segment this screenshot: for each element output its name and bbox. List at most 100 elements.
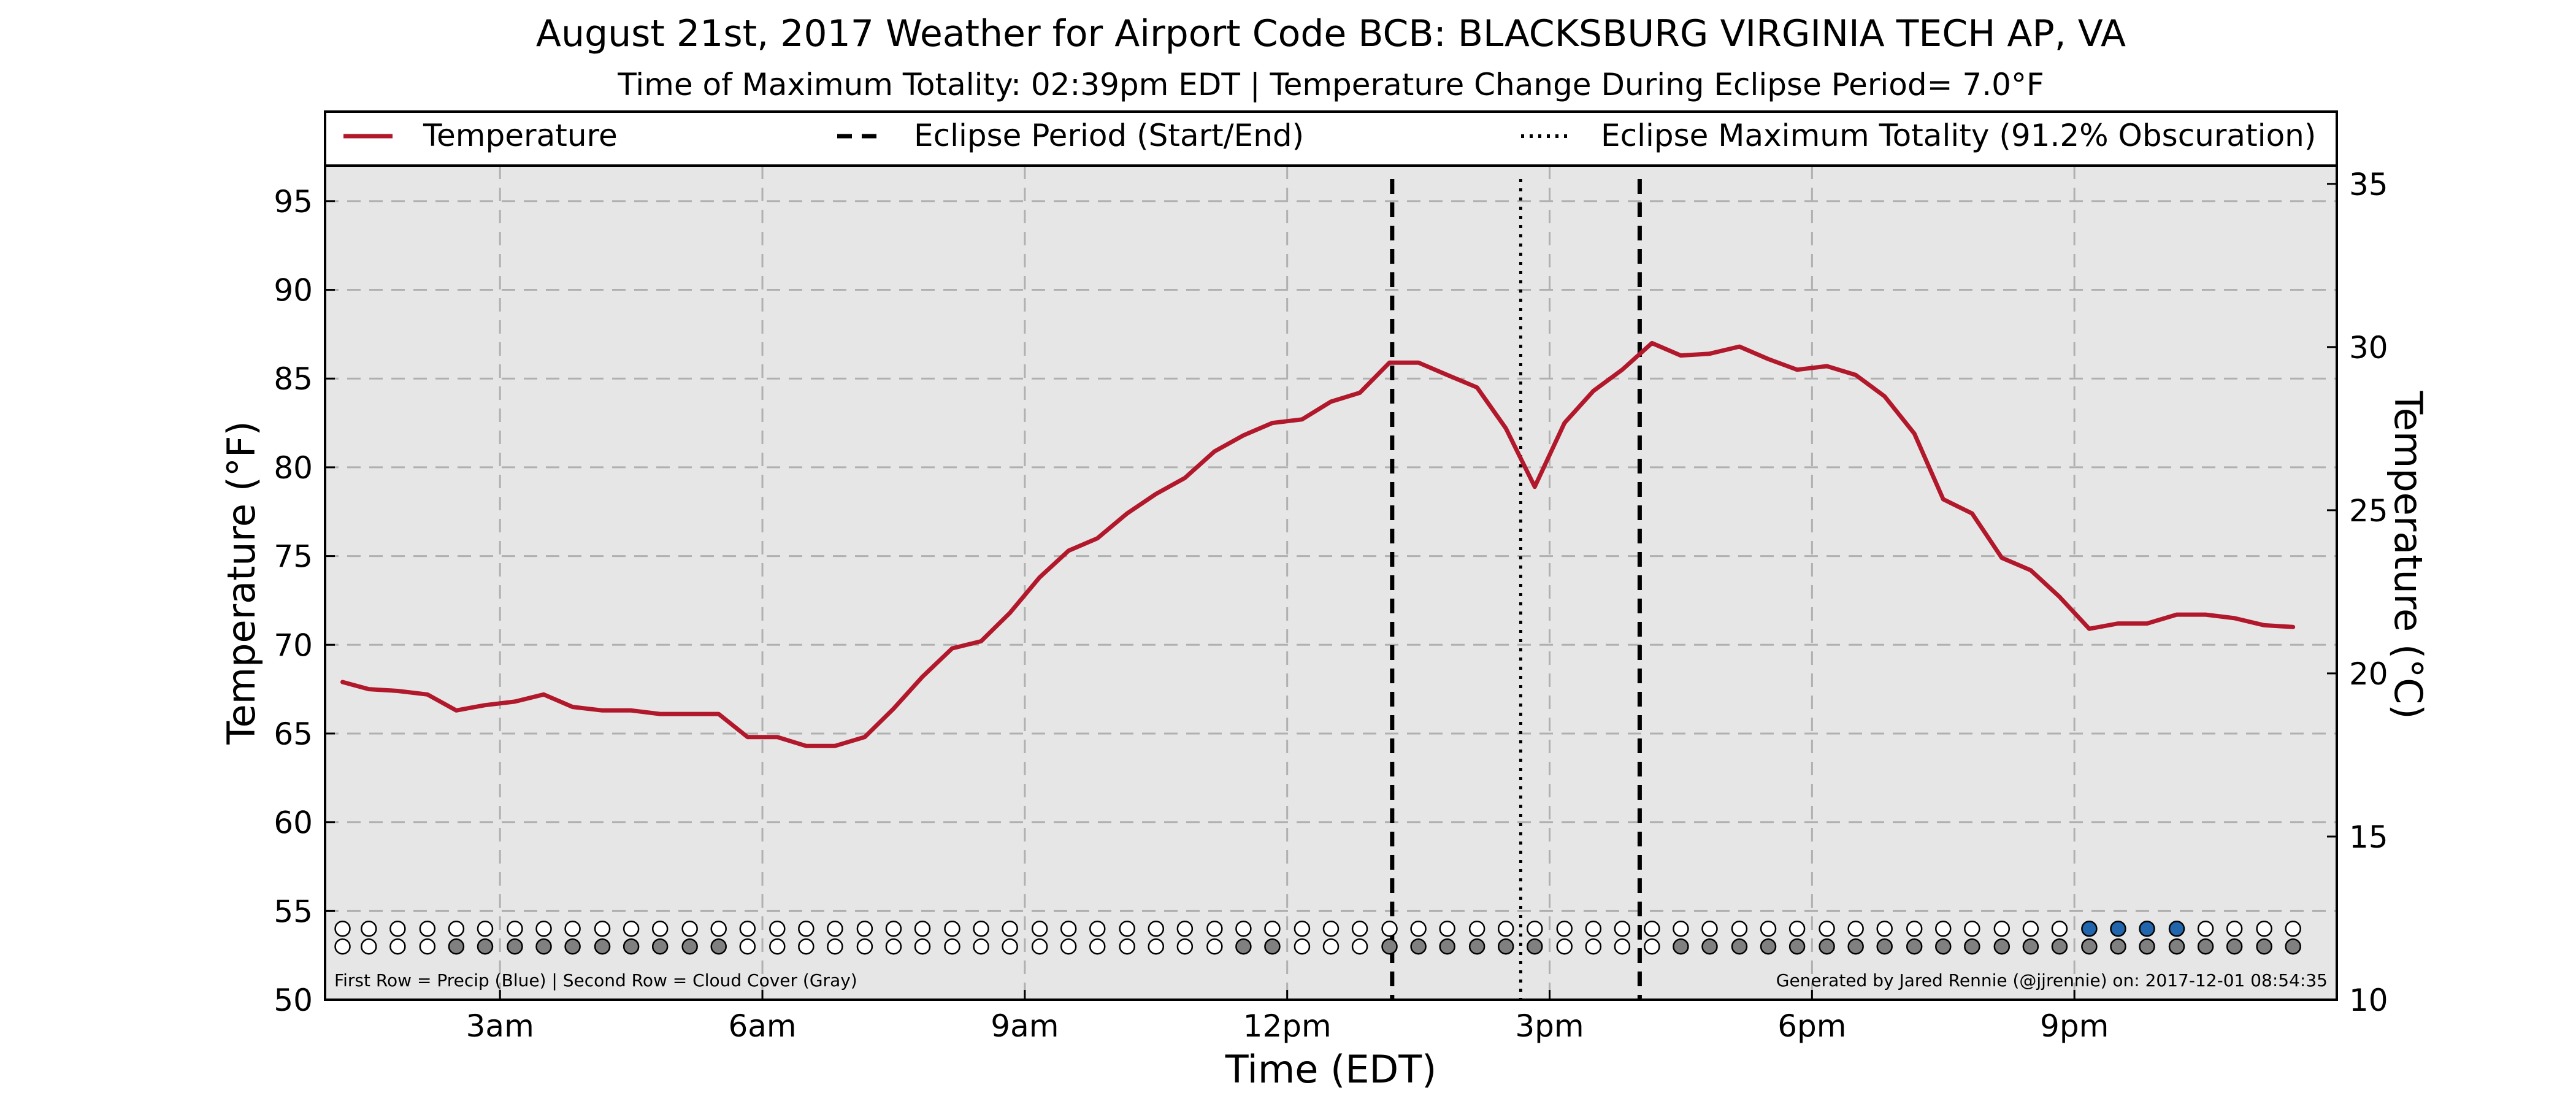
y-tick-label-right: 10: [2349, 983, 2388, 1018]
y-axis-right-ticks: 10 15 20 25 30 35: [2327, 167, 2388, 1018]
cloud-cover-dot: [1964, 938, 1980, 955]
precip-dot: [944, 921, 960, 937]
precip-dot: [1264, 921, 1281, 937]
precip-dot: [1439, 921, 1455, 937]
cloud-cover-dot: [1585, 938, 1602, 955]
precip-dot: [1381, 921, 1398, 937]
cloud-cover-dot: [535, 938, 552, 955]
y-tick-label-left: 70: [274, 627, 313, 663]
cloud-cover-dot: [1993, 938, 2011, 955]
precip-dot: [1294, 921, 1311, 937]
cloud-cover-dot: [885, 938, 902, 955]
chart-title: August 21st, 2017 Weather for Airport Co…: [536, 12, 2126, 55]
precip-dot: [1964, 921, 1980, 937]
precip-dot: [2256, 921, 2272, 937]
precip-dot: [1760, 921, 1777, 937]
cloud-cover-dot: [1847, 938, 1864, 955]
precip-dot: [2022, 921, 2039, 937]
x-tick-label: 9am: [991, 1008, 1059, 1044]
cloud-cover-dot: [1935, 938, 1952, 955]
cloud-cover-dot: [944, 938, 960, 955]
legend-temperature-label: Temperature: [423, 118, 618, 153]
x-axis-ticks: 3am 6am 9am 12pm 3pm 6pm 9pm: [466, 990, 2109, 1044]
legend-eclipse-period-label: Eclipse Period (Start/End): [914, 118, 1304, 153]
precip-dot: [1497, 921, 1514, 937]
precip-dot: [1176, 921, 1194, 937]
x-axis-label: Time (EDT): [1225, 1047, 1437, 1092]
precip-dot: [1527, 921, 1543, 937]
precip-dot: [1148, 921, 1165, 937]
cloud-cover-dot: [1294, 938, 1311, 955]
precip-dot: [2197, 921, 2214, 937]
precip-dot: [1089, 921, 1106, 937]
cloud-cover-dot: [1527, 938, 1543, 955]
cloud-cover-dot: [1497, 938, 1514, 955]
legend-box: [324, 110, 2338, 167]
y-tick-label-right: 35: [2349, 167, 2388, 202]
x-tick-label: 9pm: [2040, 1008, 2109, 1044]
grid-lines: [325, 166, 2337, 1000]
x-tick-label: 6pm: [1777, 1008, 1846, 1044]
cloud-cover-dot: [1468, 938, 1485, 955]
precip-dot: [1614, 921, 1631, 937]
precip-cloud-rows: [334, 921, 2301, 955]
precip-dot: [1410, 921, 1427, 937]
cloud-cover-dot: [739, 938, 756, 955]
cloud-cover-dot: [681, 938, 698, 955]
x-tick-label: 3am: [466, 1008, 534, 1044]
x-tick-label: 3pm: [1515, 1008, 1584, 1044]
cloud-cover-dot: [973, 938, 989, 955]
cloud-cover-dot: [1876, 938, 1893, 955]
cloud-cover-dot: [2256, 938, 2272, 955]
y-axis-left-ticks: 50 55 60 65 70 75 80 85 90 95: [274, 184, 335, 1018]
precip-dot: [710, 921, 727, 937]
cloud-cover-dot: [1351, 938, 1368, 955]
precip-dot: [1876, 921, 1893, 937]
cloud-cover-dot: [2051, 938, 2068, 955]
precip-dot: [914, 921, 931, 937]
y-tick-label-left: 85: [274, 361, 313, 397]
cloud-cover-dot: [1322, 938, 1340, 955]
cloud-cover-dot: [2081, 938, 2098, 955]
precip-dot: [1731, 921, 1748, 937]
cloud-cover-dot: [2226, 938, 2243, 955]
eclipse-markers: [1390, 179, 1642, 1000]
precip-dot: [1819, 921, 1835, 937]
cloud-cover-dot: [1119, 938, 1135, 955]
precip-dot: [2081, 921, 2098, 937]
precip-dot: [361, 921, 377, 937]
cloud-cover-dot: [1439, 938, 1455, 955]
cloud-cover-dot: [1906, 938, 1923, 955]
cloud-cover-dot: [1644, 938, 1660, 955]
cloud-cover-dot: [827, 938, 843, 955]
cloud-cover-dot: [856, 938, 873, 955]
precip-dot: [973, 921, 989, 937]
precip-dot: [1351, 921, 1368, 937]
y-tick-label-right: 15: [2349, 819, 2388, 855]
precip-dot: [535, 921, 552, 937]
chart-subtitle: Time of Maximum Totality: 02:39pm EDT | …: [617, 67, 2044, 102]
cloud-cover-dot: [507, 938, 523, 955]
precip-dot: [651, 921, 669, 937]
precip-dot: [2285, 921, 2301, 937]
precip-dot: [1673, 921, 1689, 937]
precip-dot: [1993, 921, 2011, 937]
temperature-line: [340, 340, 2296, 748]
y-tick-label-left: 55: [274, 894, 313, 929]
precip-dot: [507, 921, 523, 937]
cloud-cover-dot: [1410, 938, 1427, 955]
cloud-cover-dot: [1731, 938, 1748, 955]
precip-dot: [739, 921, 756, 937]
precip-dot: [389, 921, 406, 937]
precip-dot: [1119, 921, 1135, 937]
precip-dot: [2226, 921, 2243, 937]
precip-dot: [2051, 921, 2068, 937]
cloud-cover-dot: [1148, 938, 1165, 955]
y-tick-label-left: 65: [274, 716, 313, 752]
precip-dot: [623, 921, 640, 937]
x-tick-label: 12pm: [1243, 1008, 1332, 1044]
y-tick-label-right: 30: [2349, 330, 2388, 366]
precip-dot: [1788, 921, 1806, 937]
precip-dot: [419, 921, 436, 937]
